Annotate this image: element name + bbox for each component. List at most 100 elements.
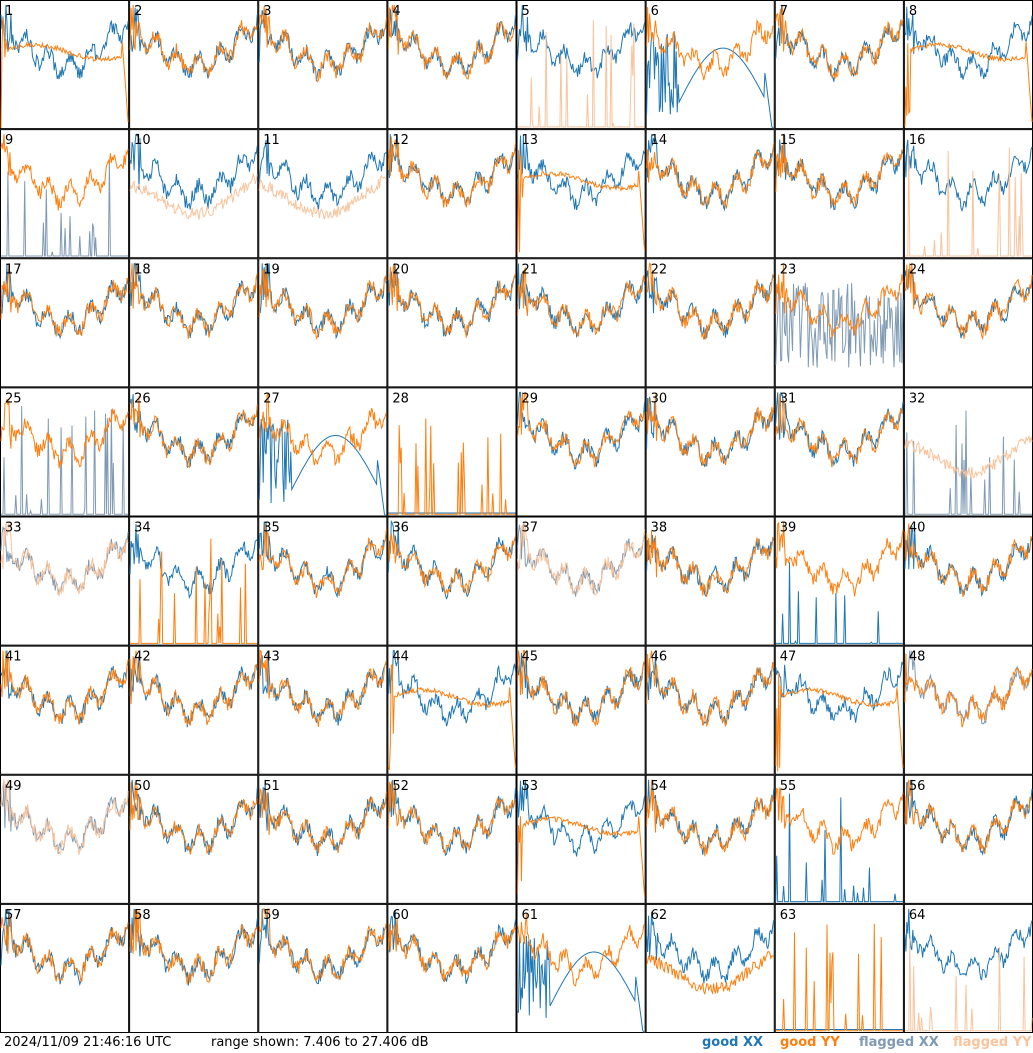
yy-series-line [129, 650, 258, 726]
panel-frame [0, 0, 130, 130]
panel-28: 28 [387, 387, 517, 517]
panel-29: 29 [516, 387, 646, 517]
yy-series-line [646, 779, 775, 857]
panel-14: 14 [645, 129, 775, 259]
xx-series-line [0, 908, 129, 987]
yy-series-line [775, 4, 904, 80]
panel-number-label: 24 [909, 262, 926, 277]
yy-series-line [387, 136, 516, 208]
yy-series-line [517, 650, 646, 728]
panel-number-label: 64 [909, 908, 926, 923]
panel-52: 52 [387, 774, 517, 904]
panel-56: 56 [903, 774, 1033, 904]
xx-series-line [646, 911, 775, 984]
panel-number-label: 44 [392, 650, 409, 665]
panel-number-label: 32 [909, 391, 926, 406]
panel-number-label: 10 [134, 133, 151, 148]
xx-series-line [0, 4, 129, 80]
panel-26: 26 [129, 387, 259, 517]
panel-38: 38 [645, 516, 775, 646]
yy-series-line [0, 914, 129, 983]
panel-number-label: 36 [392, 521, 409, 536]
yy-series-line [129, 395, 258, 469]
panel-57: 57 [0, 903, 130, 1033]
yy-series-line [129, 4, 258, 77]
panel-frame [387, 645, 517, 775]
panel-number-label: 61 [522, 908, 539, 923]
yy-series-line [775, 672, 904, 772]
yy-series-line [904, 263, 1033, 341]
panel-15: 15 [774, 129, 904, 259]
yy-series-line [387, 917, 516, 983]
yy-series-line [517, 913, 646, 987]
panel-number-label: 20 [392, 262, 409, 277]
panel-41: 41 [0, 645, 130, 775]
yy-series-line [646, 7, 774, 81]
panel-58: 58 [129, 903, 259, 1033]
yy-series-line [0, 17, 129, 128]
panel-40: 40 [903, 516, 1033, 646]
panel-number-label: 8 [909, 4, 917, 19]
panel-number-label: 31 [780, 391, 797, 406]
xx-series-line [258, 908, 387, 985]
panel-49: 49 [0, 774, 130, 904]
panel-21: 21 [516, 258, 646, 388]
xx-series-line [387, 779, 516, 857]
yy-series-line [258, 649, 387, 727]
panel-42: 42 [129, 645, 259, 775]
yy-series-line [0, 522, 129, 597]
panel-frame [387, 387, 517, 517]
yy-series-line [517, 20, 645, 128]
xx-series-line [775, 282, 904, 368]
panel-number-label: 42 [134, 650, 151, 665]
panel-9: 9 [0, 129, 130, 259]
xx-series-line [517, 935, 645, 1033]
panel-number-label: 27 [263, 391, 280, 406]
panel-number-label: 34 [134, 521, 151, 536]
yy-series-line [129, 908, 258, 985]
panel-64: 64 [903, 903, 1033, 1033]
panel-number-label: 60 [392, 908, 409, 923]
panel-number-label: 37 [522, 521, 539, 536]
yy-series-line [904, 779, 1033, 855]
yy-series-line [0, 779, 129, 856]
panel-11: 11 [258, 129, 388, 259]
yy-series-line [646, 650, 775, 728]
yy-series-line [258, 174, 387, 220]
panel-number-label: 55 [780, 779, 797, 794]
panel-20: 20 [387, 258, 517, 388]
panel-35: 35 [258, 516, 388, 646]
panel-13: 13 [516, 129, 646, 259]
panel-number-label: 16 [909, 133, 926, 148]
panel-number-label: 54 [651, 779, 668, 794]
panel-number-label: 25 [5, 391, 22, 406]
panel-number-label: 35 [263, 521, 280, 536]
panel-63: 63 [774, 903, 904, 1033]
panel-61: 61 [516, 903, 646, 1033]
xx-series-line [775, 793, 903, 903]
range-label: range shown: 7.406 to 27.406 dB [211, 1035, 429, 1050]
panel-54: 54 [645, 774, 775, 904]
panel-number-label: 7 [780, 4, 788, 19]
panel-number-label: 28 [392, 391, 409, 406]
xx-series-line [258, 263, 387, 340]
yy-series-line [258, 523, 387, 599]
yy-series-line [904, 41, 1033, 127]
panel-number-label: 11 [263, 133, 280, 148]
panel-frame [0, 645, 130, 775]
yy-series-line [904, 938, 1033, 1032]
yy-series-line [775, 393, 903, 468]
timestamp-label: 2024/11/09 21:46:16 UTC [4, 1035, 172, 1050]
yy-series-line [130, 538, 258, 644]
xx-series-line [129, 394, 258, 468]
yy-series-line [646, 530, 775, 597]
panel-number-label: 62 [651, 908, 668, 923]
panel-60: 60 [387, 903, 517, 1033]
panel-number-label: 57 [5, 908, 22, 923]
yy-series-line [904, 523, 1033, 597]
panel-33: 33 [0, 516, 130, 646]
legend-flagged-xx: flagged XX [859, 1035, 939, 1050]
panel-10: 10 [129, 129, 259, 259]
panel-12: 12 [387, 129, 517, 259]
